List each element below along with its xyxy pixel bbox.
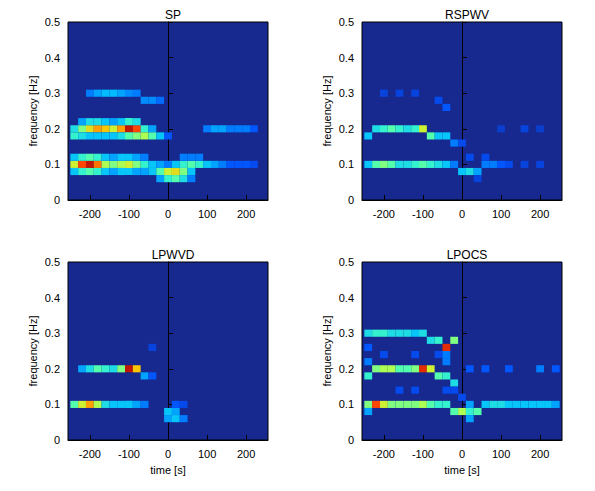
svg-text:frequency [Hz]: frequency [Hz] <box>321 76 333 147</box>
svg-text:LPWVD: LPWVD <box>152 248 195 262</box>
svg-text:frequency [Hz]: frequency [Hz] <box>27 76 39 147</box>
svg-text:0: 0 <box>459 448 465 460</box>
svg-text:0.4: 0.4 <box>45 52 60 64</box>
svg-text:200: 200 <box>237 448 255 460</box>
svg-text:-200: -200 <box>373 448 395 460</box>
svg-text:0.3: 0.3 <box>45 87 60 99</box>
svg-text:100: 100 <box>198 208 216 220</box>
svg-text:200: 200 <box>531 208 549 220</box>
svg-text:100: 100 <box>198 448 216 460</box>
svg-text:LPOCS: LPOCS <box>447 248 488 262</box>
svg-text:0: 0 <box>165 208 171 220</box>
svg-text:0.4: 0.4 <box>45 292 60 304</box>
svg-text:-200: -200 <box>79 448 101 460</box>
svg-text:0: 0 <box>54 194 60 206</box>
svg-text:0.2: 0.2 <box>339 363 354 375</box>
svg-text:0.2: 0.2 <box>45 363 60 375</box>
svg-text:0: 0 <box>459 208 465 220</box>
svg-text:0: 0 <box>165 448 171 460</box>
svg-text:0.3: 0.3 <box>339 87 354 99</box>
svg-text:0.1: 0.1 <box>45 398 60 410</box>
svg-text:SP: SP <box>165 8 181 22</box>
svg-text:0.5: 0.5 <box>45 16 60 28</box>
svg-text:100: 100 <box>492 448 510 460</box>
svg-text:0: 0 <box>54 434 60 446</box>
svg-text:frequency [Hz]: frequency [Hz] <box>27 316 39 387</box>
svg-text:0.2: 0.2 <box>45 123 60 135</box>
svg-text:-100: -100 <box>118 208 140 220</box>
svg-text:0.4: 0.4 <box>339 292 354 304</box>
svg-text:-100: -100 <box>412 448 434 460</box>
svg-text:200: 200 <box>531 448 549 460</box>
svg-text:RSPWV: RSPWV <box>445 8 489 22</box>
svg-text:-200: -200 <box>373 208 395 220</box>
svg-text:-100: -100 <box>412 208 434 220</box>
svg-text:0.1: 0.1 <box>339 398 354 410</box>
svg-text:0.4: 0.4 <box>339 52 354 64</box>
svg-text:0.5: 0.5 <box>339 16 354 28</box>
svg-text:0: 0 <box>348 434 354 446</box>
svg-text:0.3: 0.3 <box>45 327 60 339</box>
svg-text:-100: -100 <box>118 448 140 460</box>
svg-text:200: 200 <box>237 208 255 220</box>
svg-text:time [s]: time [s] <box>150 464 185 476</box>
svg-text:-200: -200 <box>79 208 101 220</box>
svg-text:0.5: 0.5 <box>339 256 354 268</box>
svg-text:100: 100 <box>492 208 510 220</box>
svg-text:time [s]: time [s] <box>444 464 479 476</box>
svg-text:0: 0 <box>348 194 354 206</box>
svg-text:0.1: 0.1 <box>339 158 354 170</box>
svg-text:0.2: 0.2 <box>339 123 354 135</box>
svg-text:0.3: 0.3 <box>339 327 354 339</box>
svg-text:0.5: 0.5 <box>45 256 60 268</box>
svg-text:frequency [Hz]: frequency [Hz] <box>321 316 333 387</box>
svg-text:0.1: 0.1 <box>45 158 60 170</box>
